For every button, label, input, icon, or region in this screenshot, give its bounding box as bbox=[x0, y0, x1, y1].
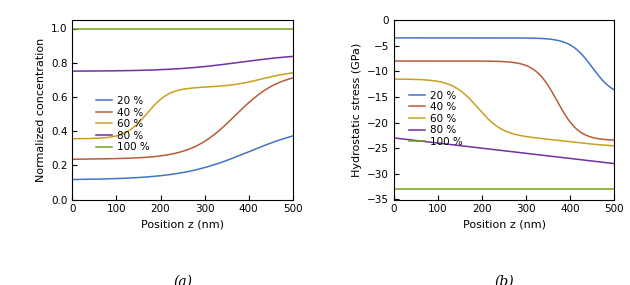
60 % bbox=[556, 139, 564, 142]
20 % bbox=[490, 36, 498, 40]
40 % bbox=[215, 129, 223, 132]
80 % bbox=[289, 55, 297, 58]
60 % bbox=[429, 79, 437, 82]
100 % bbox=[447, 188, 454, 191]
Legend: 20 %, 40 %, 60 %, 80 %, 100 %: 20 %, 40 %, 60 %, 80 %, 100 % bbox=[408, 89, 464, 148]
Text: (b): (b) bbox=[495, 275, 514, 285]
60 % bbox=[390, 77, 398, 81]
20 % bbox=[234, 154, 242, 158]
100 % bbox=[610, 188, 618, 191]
80 % bbox=[69, 70, 76, 73]
40 % bbox=[234, 111, 242, 114]
60 % bbox=[168, 91, 176, 94]
Line: 80 %: 80 % bbox=[72, 56, 293, 71]
40 % bbox=[108, 157, 115, 160]
100 % bbox=[69, 27, 76, 30]
Line: 40 %: 40 % bbox=[72, 78, 293, 159]
40 % bbox=[447, 59, 454, 63]
40 % bbox=[537, 74, 545, 78]
Line: 60 %: 60 % bbox=[72, 73, 293, 139]
100 % bbox=[429, 188, 437, 191]
60 % bbox=[108, 135, 115, 139]
40 % bbox=[390, 59, 398, 63]
80 % bbox=[520, 151, 527, 155]
80 % bbox=[429, 141, 437, 144]
40 % bbox=[289, 76, 297, 80]
80 % bbox=[490, 148, 498, 151]
60 % bbox=[447, 83, 454, 87]
60 % bbox=[520, 135, 527, 138]
Line: 40 %: 40 % bbox=[394, 61, 614, 140]
80 % bbox=[390, 136, 398, 140]
20 % bbox=[447, 36, 454, 40]
20 % bbox=[198, 166, 206, 170]
80 % bbox=[447, 143, 454, 146]
100 % bbox=[537, 188, 545, 191]
100 % bbox=[390, 188, 398, 191]
40 % bbox=[69, 158, 76, 161]
60 % bbox=[537, 137, 545, 140]
20 % bbox=[520, 36, 527, 40]
Legend: 20 %, 40 %, 60 %, 80 %, 100 %: 20 %, 40 %, 60 %, 80 %, 100 % bbox=[95, 95, 151, 153]
40 % bbox=[556, 104, 564, 107]
100 % bbox=[490, 188, 498, 191]
X-axis label: Position z (nm): Position z (nm) bbox=[141, 220, 224, 230]
80 % bbox=[556, 156, 564, 159]
Line: 60 %: 60 % bbox=[394, 79, 614, 146]
Line: 80 %: 80 % bbox=[394, 138, 614, 164]
20 % bbox=[125, 176, 133, 180]
80 % bbox=[234, 61, 242, 64]
40 % bbox=[490, 60, 498, 63]
80 % bbox=[215, 63, 223, 67]
40 % bbox=[125, 156, 133, 160]
Y-axis label: Normalized concentration: Normalized concentration bbox=[35, 38, 45, 182]
Line: 20 %: 20 % bbox=[72, 136, 293, 180]
40 % bbox=[198, 141, 206, 144]
80 % bbox=[537, 153, 545, 157]
80 % bbox=[125, 69, 133, 72]
60 % bbox=[234, 82, 242, 86]
60 % bbox=[215, 84, 223, 88]
80 % bbox=[168, 67, 176, 71]
Text: (a): (a) bbox=[173, 275, 192, 285]
20 % bbox=[215, 161, 223, 165]
100 % bbox=[556, 188, 564, 191]
80 % bbox=[198, 65, 206, 68]
40 % bbox=[429, 59, 437, 63]
60 % bbox=[610, 144, 618, 148]
100 % bbox=[108, 27, 115, 30]
100 % bbox=[168, 27, 176, 30]
40 % bbox=[610, 138, 618, 142]
60 % bbox=[125, 129, 133, 132]
20 % bbox=[69, 178, 76, 181]
Y-axis label: Hydrostatic stress (GPa): Hydrostatic stress (GPa) bbox=[352, 42, 362, 177]
20 % bbox=[556, 39, 564, 42]
60 % bbox=[69, 137, 76, 141]
60 % bbox=[490, 122, 498, 126]
X-axis label: Position z (nm): Position z (nm) bbox=[462, 220, 546, 230]
20 % bbox=[537, 37, 545, 40]
100 % bbox=[198, 27, 206, 30]
60 % bbox=[198, 86, 206, 89]
20 % bbox=[429, 36, 437, 40]
20 % bbox=[610, 88, 618, 91]
20 % bbox=[108, 177, 115, 180]
100 % bbox=[289, 27, 297, 30]
40 % bbox=[520, 63, 527, 66]
80 % bbox=[610, 162, 618, 165]
80 % bbox=[108, 69, 115, 73]
100 % bbox=[520, 188, 527, 191]
Line: 20 %: 20 % bbox=[394, 38, 614, 90]
20 % bbox=[390, 36, 398, 40]
100 % bbox=[215, 27, 223, 30]
20 % bbox=[168, 172, 176, 176]
100 % bbox=[125, 27, 133, 30]
40 % bbox=[168, 152, 176, 156]
60 % bbox=[289, 71, 297, 75]
100 % bbox=[234, 27, 242, 30]
20 % bbox=[289, 134, 297, 138]
